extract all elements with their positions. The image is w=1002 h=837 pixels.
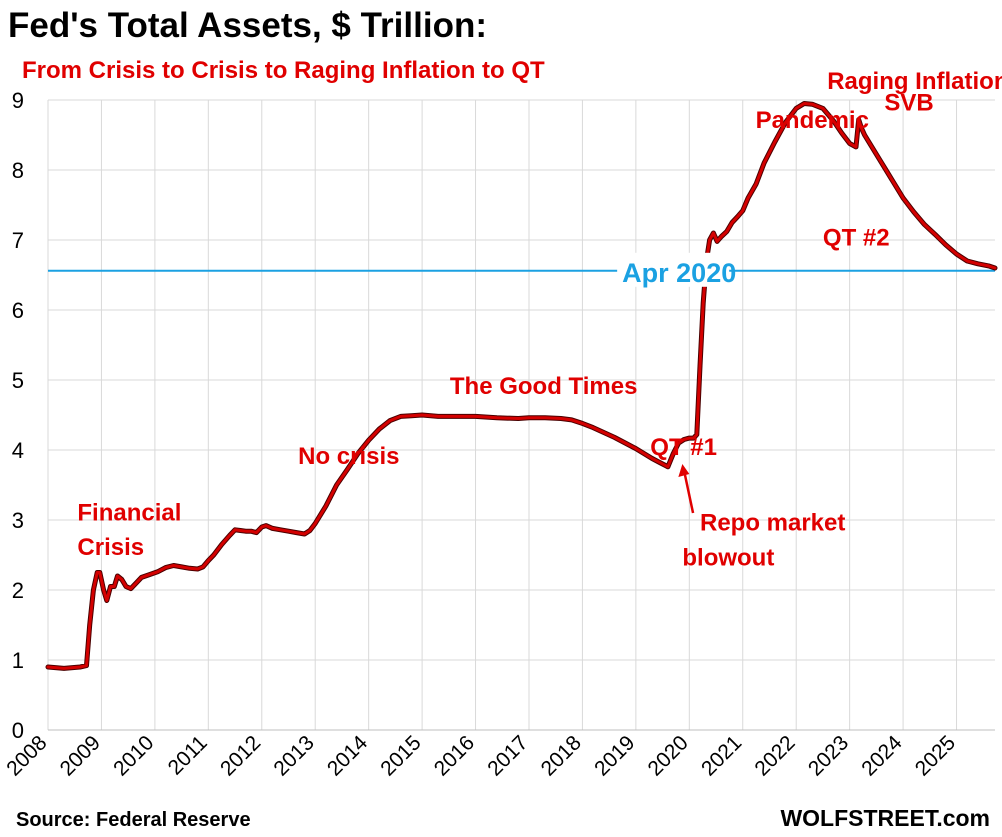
annotation-label: Financial (77, 500, 181, 527)
y-tick-label: 2 (12, 578, 24, 603)
y-tick-label: 6 (12, 298, 24, 323)
reference-line-label: Apr 2020 (622, 258, 736, 288)
repo-arrow-shaft (683, 471, 695, 514)
x-tick-label: 2020 (644, 731, 693, 780)
y-tick-label: 5 (12, 368, 24, 393)
brand-label: WOLFSTREET.com (780, 805, 990, 831)
annotation-label: QT #1 (650, 434, 717, 461)
annotation-label: Pandemic (756, 107, 869, 134)
annotation-label: Crisis (77, 534, 144, 561)
x-tick-label: 2010 (109, 731, 158, 780)
annotation-label: No crisis (298, 443, 399, 470)
y-tick-label: 9 (12, 88, 24, 113)
x-tick-label: 2021 (697, 731, 746, 780)
x-tick-label: 2022 (750, 731, 799, 780)
annotation-label: The Good Times (450, 373, 638, 400)
x-tick-label: 2017 (483, 731, 532, 780)
reference-label-bg (617, 252, 730, 287)
x-tick-label: 2012 (216, 731, 265, 780)
x-tick-label: 2008 (2, 731, 51, 780)
x-tick-label: 2009 (56, 731, 105, 780)
source-note: Source: Federal Reserve (16, 809, 251, 831)
chart-title: Fed's Total Assets, $ Trillion: (8, 6, 487, 45)
x-tick-label: 2018 (537, 731, 586, 780)
annotation-label: SVB (884, 90, 933, 117)
x-tick-label: 2019 (590, 731, 639, 780)
y-tick-label: 4 (12, 438, 24, 463)
x-tick-label: 2015 (376, 731, 425, 780)
x-tick-label: 2023 (804, 731, 853, 780)
x-tick-label: 2016 (430, 731, 479, 780)
chart-subtitle: From Crisis to Crisis to Raging Inflatio… (22, 57, 545, 84)
x-tick-label: 2014 (323, 731, 373, 781)
x-tick-label: 2025 (911, 731, 960, 780)
x-tick-label: 2011 (164, 731, 212, 779)
repo-arrow-head (678, 464, 690, 477)
y-tick-label: 0 (12, 718, 24, 743)
y-tick-label: 7 (12, 228, 24, 253)
annotation-label: blowout (682, 545, 774, 572)
annotation-label: Repo market (700, 510, 845, 537)
y-tick-label: 3 (12, 508, 24, 533)
annotation-label: QT #2 (823, 225, 890, 252)
x-tick-label: 2024 (857, 731, 907, 781)
y-tick-label: 8 (12, 158, 24, 183)
annotation-label: Raging Inflation (827, 68, 1002, 95)
x-tick-label: 2013 (269, 731, 318, 780)
y-tick-label: 1 (12, 648, 24, 673)
series-line (46, 102, 997, 670)
